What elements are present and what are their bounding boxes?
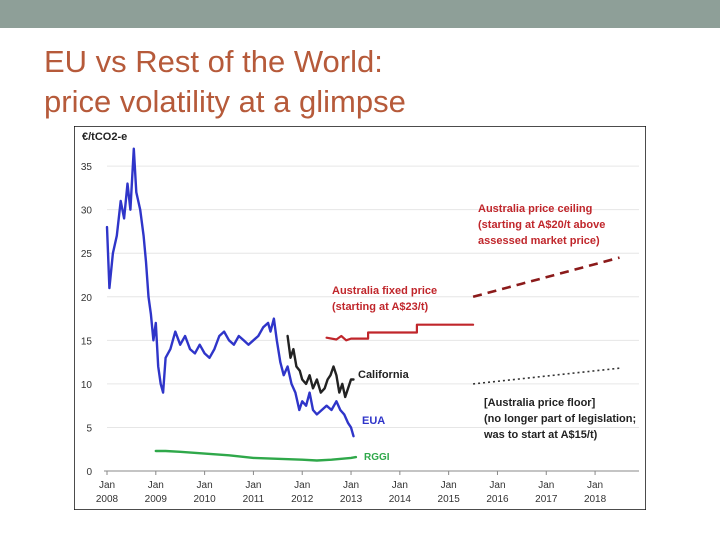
annotation-ceiling-line-1: Australia price ceiling — [478, 203, 592, 215]
x-tick-label-year: 2012 — [291, 494, 314, 505]
y-tick-label: 10 — [81, 380, 93, 391]
annotation-fixed-line-2: (starting at A$23/t) — [332, 301, 429, 313]
annotation-eua-line-1: EUA — [362, 415, 385, 427]
x-tick-label-month: Jan — [441, 480, 457, 491]
slide-title-line-2: price volatility at a glimpse — [44, 84, 406, 119]
chart-container: €/tCO2-e 0 5 10 15 20 25 30 35 Jan 2008 Jan 2009 Ja… — [74, 126, 646, 510]
x-tick-label-month: Jan — [148, 480, 164, 491]
x-tick-label-year: 2016 — [486, 494, 509, 505]
x-tick-label-month: Jan — [294, 480, 310, 491]
x-tick-label-year: 2014 — [389, 494, 412, 505]
x-tick-label-month: Jan — [489, 480, 505, 491]
x-tick-labels: Jan 2008 Jan 2009 Jan 2010 Jan 2011 Jan 2012 Jan 20… — [96, 471, 607, 505]
series-line-eua — [105, 147, 355, 438]
y-tick-labels: 0 5 10 15 20 25 30 35 — [81, 162, 93, 478]
x-tick-label-month: Jan — [538, 480, 554, 491]
y-tick-label: 15 — [81, 336, 93, 347]
series-line-california — [286, 334, 355, 399]
x-tick-label-year: 2008 — [96, 494, 119, 505]
annotation-floor-line-1: [Australia price floor] — [484, 397, 596, 409]
y-tick-label: 35 — [81, 162, 93, 173]
x-tick-label-month: Jan — [343, 480, 359, 491]
annotation-floor-line-2: (no longer part of legislation; — [484, 413, 636, 425]
x-tick-label-year: 2010 — [193, 494, 216, 505]
y-tick-label: 0 — [86, 467, 92, 478]
annotation-rggi-line-1: RGGI — [364, 452, 390, 463]
x-tick-label-month: Jan — [99, 480, 115, 491]
chart-border — [74, 126, 646, 510]
x-tick-label-month: Jan — [197, 480, 213, 491]
x-tick-label-year: 2018 — [584, 494, 607, 505]
x-tick-label-month: Jan — [392, 480, 408, 491]
annotation-eua: EUA — [362, 415, 385, 427]
series-lines — [105, 147, 620, 462]
annotation-ceiling: Australia price ceiling (starting at A$2… — [478, 203, 605, 247]
y-tick-label: 5 — [86, 423, 92, 434]
x-tick-label-month: Jan — [245, 480, 261, 491]
y-tick-label: 20 — [81, 293, 93, 304]
series-line-rggi — [154, 449, 358, 462]
series-line-australia-price-ceiling — [472, 256, 620, 299]
x-tick-label-month: Jan — [587, 480, 603, 491]
series-line-australia-fixed-price — [325, 323, 475, 342]
slide-title-line-1: EU vs Rest of the World: — [44, 44, 383, 79]
x-tick-label-year: 2013 — [340, 494, 363, 505]
annotation-fixed-line-1: Australia fixed price — [332, 285, 437, 297]
x-tick-label-year: 2015 — [438, 494, 461, 505]
annotation-california: California — [358, 369, 410, 381]
y-tick-label: 25 — [81, 249, 93, 260]
x-tick-label-year: 2017 — [535, 494, 558, 505]
x-tick-label-year: 2011 — [243, 494, 265, 505]
annotation-floor: [Australia price floor] (no longer part … — [483, 397, 636, 441]
x-tick-label-year: 2009 — [145, 494, 168, 505]
annotation-fixed: Australia fixed price (starting at A$23/… — [332, 285, 437, 313]
grid-lines — [107, 165, 639, 428]
y-axis-unit-label: €/tCO2-e — [82, 131, 127, 143]
annotation-ceiling-line-2: (starting at A$20/t above — [478, 219, 605, 231]
annotation-rggi: RGGI — [364, 452, 390, 463]
top-accent-bar — [0, 0, 720, 28]
annotation-ceiling-line-3: assessed market price) — [478, 235, 600, 247]
y-tick-label: 30 — [81, 206, 93, 217]
annotation-california-line-1: California — [358, 369, 410, 381]
annotation-floor-line-3: was to start at A$15/t) — [483, 429, 598, 441]
slide-title: EU vs Rest of the World: price volatilit… — [44, 42, 684, 122]
